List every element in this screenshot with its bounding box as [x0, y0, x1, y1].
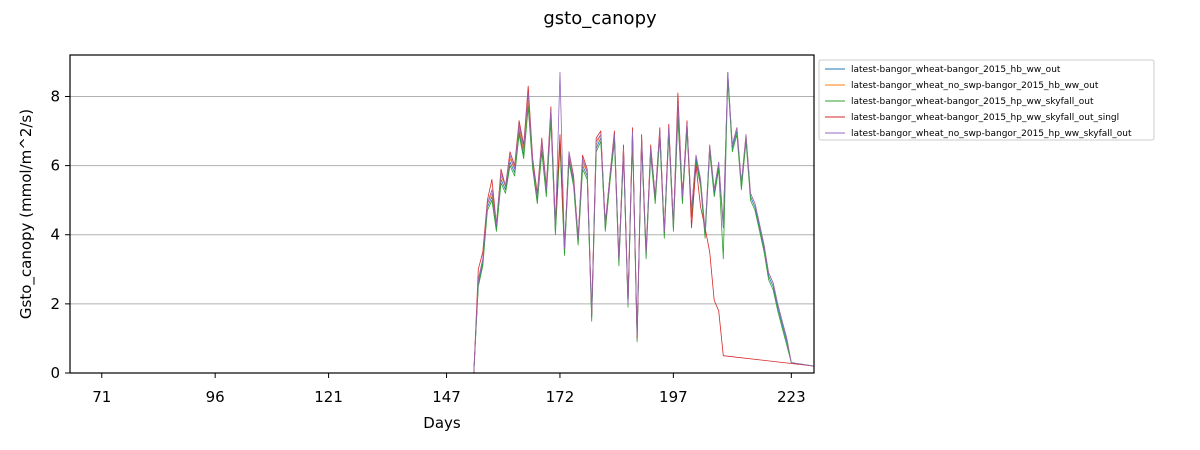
legend-label-1: latest-bangor_wheat_no_swp-bangor_2015_h…: [851, 81, 1099, 91]
y-tick-label-2: 4: [50, 226, 60, 244]
grid-lines: [70, 95, 814, 374]
y-tick-label-1: 2: [50, 295, 60, 313]
y-tick-label-4: 8: [50, 87, 60, 105]
x-axis-label: Days: [423, 414, 461, 432]
series-line-2: [70, 78, 815, 374]
x-tick-label-3: 147: [432, 388, 461, 406]
series-layer: [70, 71, 815, 374]
legend-label-0: latest-bangor_wheat-bangor_2015_hb_ww_ou…: [851, 65, 1061, 75]
y-tick-label-3: 6: [50, 157, 60, 175]
y-tick-label-0: 0: [50, 364, 60, 382]
x-tick-label-6: 223: [777, 388, 806, 406]
legend-label-3: latest-bangor_wheat-bangor_2015_hp_ww_sk…: [851, 113, 1119, 123]
y-axis-label: Gsto_canopy (mmol/m^2/s): [17, 109, 36, 319]
chart-title: gsto_canopy: [543, 8, 657, 29]
legend: latest-bangor_wheat-bangor_2015_hb_ww_ou…: [818, 59, 1155, 141]
series-line-4: [70, 71, 815, 374]
x-tick-label-5: 197: [659, 388, 688, 406]
legend-label-4: latest-bangor_wheat_no_swp-bangor_2015_h…: [851, 129, 1132, 139]
x-tick-label-0: 71: [92, 388, 111, 406]
x-axis: 71 96 121 147 172 197 223: [92, 373, 806, 406]
series-line-3: [70, 85, 815, 374]
plot-frame: [69, 54, 815, 374]
legend-box: [818, 59, 1155, 141]
series-line-1: [70, 75, 815, 374]
series-line-0: [70, 71, 815, 374]
legend-label-2: latest-bangor_wheat-bangor_2015_hp_ww_sk…: [851, 97, 1094, 107]
y-axis: 0 2 4 6 8: [50, 87, 70, 382]
x-tick-label-1: 96: [206, 388, 225, 406]
x-tick-label-4: 172: [546, 388, 575, 406]
x-tick-label-2: 121: [314, 388, 343, 406]
